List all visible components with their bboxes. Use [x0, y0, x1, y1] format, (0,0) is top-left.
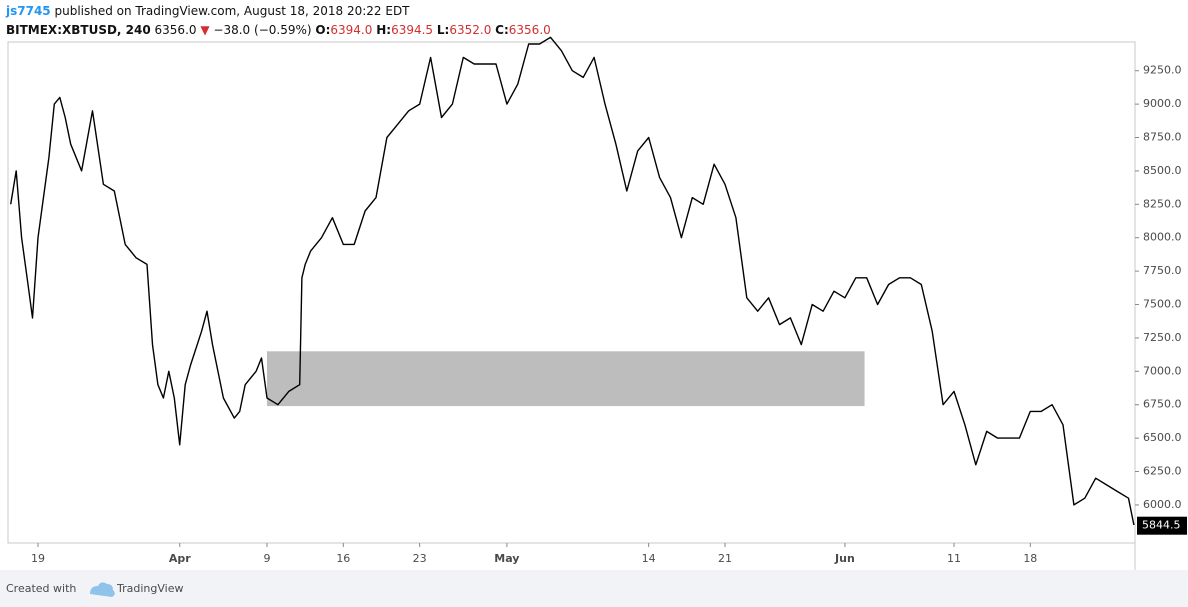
x-tick-label: 11: [947, 552, 961, 565]
y-tick-label: 7500.0: [1143, 298, 1182, 311]
x-tick-label: 21: [718, 552, 732, 565]
y-tick-label: 7250.0: [1143, 331, 1182, 344]
symbol-line: BITMEX:XBTUSD, 240 6356.0 ▼ −38.0 (−0.59…: [6, 23, 551, 37]
x-tick-label: 18: [1023, 552, 1037, 565]
ohlc-label: O:: [315, 23, 330, 37]
change: −38.0 (−0.59%): [213, 23, 311, 37]
price-line: [10, 36, 1135, 526]
last-price-box: [1137, 516, 1187, 535]
x-tick-label: 9: [263, 552, 270, 565]
author[interactable]: js7745: [5, 4, 51, 18]
ohlc-value: 6356.0: [509, 23, 551, 37]
published: published on TradingView.com, August 18,…: [54, 4, 410, 18]
last-price-label: 5844.5: [1142, 519, 1181, 532]
ohlc-value: 6394.0: [330, 23, 372, 37]
y-tick-label: 6750.0: [1143, 398, 1182, 411]
publish-line: js7745 published on TradingView.com, Aug…: [5, 4, 410, 18]
y-tick-label: 6250.0: [1143, 465, 1182, 478]
plot-frame: [7, 41, 1136, 544]
ohlc-value: 6394.5: [391, 23, 433, 37]
y-tick-label: 6000.0: [1143, 498, 1182, 511]
y-tick-label: 8250.0: [1143, 197, 1182, 210]
x-tick-label: 14: [642, 552, 656, 565]
y-tick-label: 7000.0: [1143, 364, 1182, 377]
ohlc-value: 6352.0: [449, 23, 491, 37]
y-tick-label: 8500.0: [1143, 164, 1182, 177]
x-tick-label: Apr: [169, 552, 191, 565]
arrow: ▼: [200, 23, 210, 37]
y-tick-label: 6500.0: [1143, 431, 1182, 444]
logo: [90, 582, 115, 597]
x-tick-label: 19: [31, 552, 45, 565]
y-tick-label: 8750.0: [1143, 131, 1182, 144]
y-tick-label: 9000.0: [1143, 97, 1182, 110]
last: 6356.0: [155, 23, 197, 37]
symbol: BITMEX:XBTUSD, 240: [6, 23, 151, 37]
footer: [0, 570, 1188, 607]
ohlc-label: H:: [376, 23, 391, 37]
x-tick-label: Jun: [834, 552, 855, 565]
created-with: Created with: [6, 582, 76, 595]
y-tick-label: 7750.0: [1143, 264, 1182, 277]
y-tick-label: 9250.0: [1143, 64, 1182, 77]
x-tick-label: May: [494, 552, 519, 565]
x-tick-label: 16: [336, 552, 350, 565]
zone: [266, 351, 865, 407]
y-tick-label: 8000.0: [1143, 231, 1182, 244]
ohlc-label: L:: [437, 23, 449, 37]
brand[interactable]: TradingView: [116, 582, 183, 595]
ohlc-label: C:: [495, 23, 509, 37]
x-tick-label: 23: [413, 552, 427, 565]
